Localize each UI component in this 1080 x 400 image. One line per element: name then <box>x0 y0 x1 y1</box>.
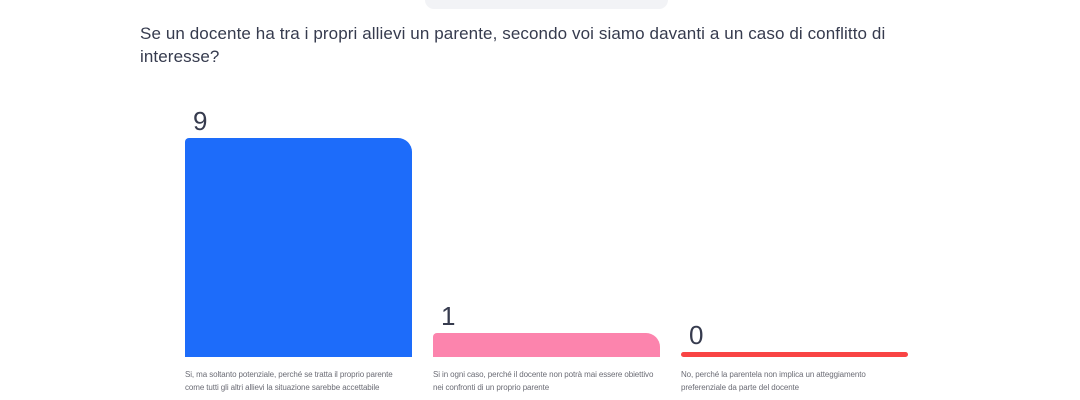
bar-column-1: 9 <box>185 0 412 357</box>
bar-category-label-1: Si, ma soltanto potenziale, perché se tr… <box>185 370 393 392</box>
bar-value-label-1: 9 <box>193 106 208 136</box>
top-pill <box>425 0 668 9</box>
bar-column-2: 1 <box>433 0 660 357</box>
poll-question: Se un docente ha tra i propri allievi un… <box>140 24 886 66</box>
bar-segment-1 <box>185 138 412 357</box>
bar-value-label-3: 0 <box>689 320 704 350</box>
bar-category-label-3: No, perché la parentela non implica un a… <box>681 370 866 392</box>
bar-value-label-2: 1 <box>441 301 456 331</box>
bar-category-label-2: Si in ogni caso, perché il docente non p… <box>433 370 654 392</box>
bar-column-3: 0 <box>681 0 908 357</box>
bar-segment-3 <box>681 352 908 357</box>
bar-segment-2 <box>433 333 660 357</box>
bar-chart: 9 1 0 Si, ma soltanto potenziale, perché… <box>185 0 908 400</box>
